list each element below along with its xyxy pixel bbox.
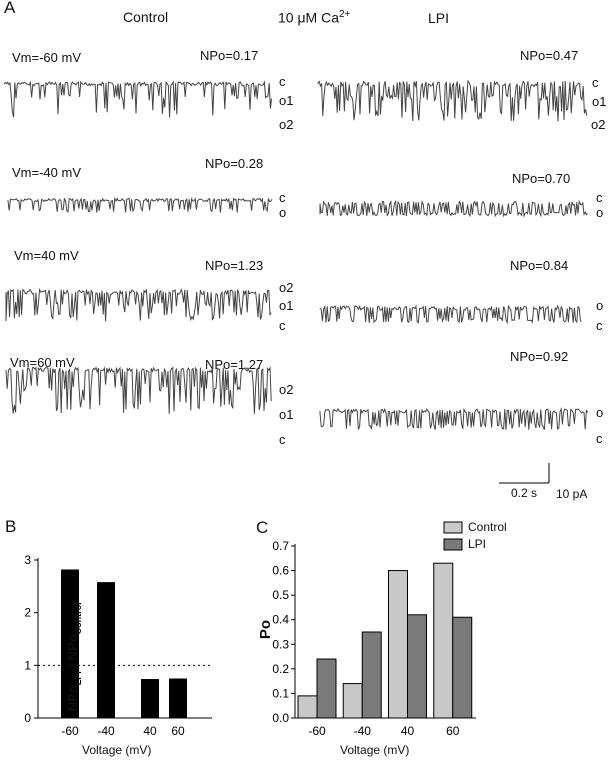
y-tick-label: 0.4 [272,613,289,627]
y-tick-label: 0.2 [272,662,289,676]
lpi-npo-row2: NPo=0.70 [512,171,571,186]
y-tick-label: 0.3 [272,637,289,651]
state-label: o1 [592,94,607,109]
legend-control-label: Control [468,520,507,534]
state-label: o [596,405,604,420]
condition-prefix: 10 μM Ca [278,9,339,26]
vm-label-row3: Vm=40 mV [14,248,79,263]
state-label: c [279,190,286,205]
state-label: c [592,75,599,90]
y-tick-label: 3 [24,553,31,567]
y-tick-label: 0.7 [272,539,289,553]
x-tick-label: 60 [446,724,460,738]
bar [433,562,454,719]
state-label: o1 [279,298,294,313]
y-tick-label: 0 [24,711,31,725]
vm-label-row4: Vm=60 mV [10,355,75,370]
condition-label: 10 μM Ca2+ [278,9,350,26]
x-tick-label: -60 [61,724,79,738]
chart-c-ylabel: Po [257,619,275,640]
chart-c-xlabel: Voltage (mV) [340,743,410,757]
state-label: o1 [279,407,294,422]
x-tick-label: 40 [143,724,157,738]
state-label: c [279,74,286,89]
y-tick-label: 2 [24,606,31,620]
lpi-column-title: LPI [428,10,450,26]
bar [169,678,187,718]
y-tick-label: 0.1 [272,686,289,700]
x-tick-label: -40 [354,724,372,738]
x-tick-label: -60 [308,724,326,738]
state-label: o [279,205,287,220]
vm-label-row1: Vm=-60 mV [12,50,81,65]
bar [141,679,159,718]
state-label: o2 [279,382,294,397]
bar [97,582,115,718]
legend-swatch [443,538,463,551]
y-tick-label: 0.6 [272,564,289,578]
legend-lpi-label: LPI [468,537,487,551]
control-npo-row1: NPo=0.17 [200,48,259,63]
y-tick-label: 1 [24,658,31,672]
channel-trace [5,365,272,414]
state-label: c [596,431,603,446]
channel-trace [319,304,582,325]
control-npo-row3: NPo=1.23 [205,258,264,273]
channel-trace [3,80,273,118]
scale-current-label: 10 pA [556,487,588,501]
state-label: c [279,318,286,333]
lpi-npo-row3: NPo=0.84 [510,258,569,273]
bar [297,695,318,719]
legend-swatch [443,521,463,534]
state-label: c [596,190,603,205]
y-tick-label: 0.0 [272,711,289,725]
channel-trace [7,196,273,213]
channel-trace [319,407,589,431]
condition-superscript: 2+ [338,9,351,20]
bar [342,683,363,719]
state-label: c [279,432,286,447]
channel-trace [317,79,588,122]
bar [361,631,382,719]
state-label: o2 [279,117,294,132]
state-label: o2 [279,280,294,295]
bar [316,658,337,719]
scale-time-label: 0.2 s [511,486,538,500]
lpi-npo-row4: NPo=0.92 [510,349,569,364]
control-npo-row2: NPo=0.28 [205,156,264,171]
state-label: o1 [279,93,294,108]
panel-c-letter: C [256,518,269,537]
lpi-npo-row1: NPo=0.47 [520,48,579,63]
channel-trace [5,287,272,322]
state-label: o [596,298,604,313]
channel-trace [319,199,588,218]
bar [452,616,473,719]
state-label: c [596,318,603,333]
panel-b-letter: B [5,517,17,536]
bar [388,570,408,719]
state-label: o2 [591,117,606,132]
bar [407,614,427,719]
x-tick-label: 60 [171,724,185,738]
bar [61,569,79,718]
x-tick-label: 40 [401,724,415,738]
chart-b-xlabel: Voltage (mV) [82,743,152,757]
state-label: o [596,205,604,220]
x-tick-label: -40 [97,724,115,738]
control-column-title: Control [123,9,169,25]
y-tick-label: 0.5 [272,588,289,602]
vm-label-row2: Vm=-40 mV [12,165,81,180]
panel-a-letter: A [4,0,16,17]
